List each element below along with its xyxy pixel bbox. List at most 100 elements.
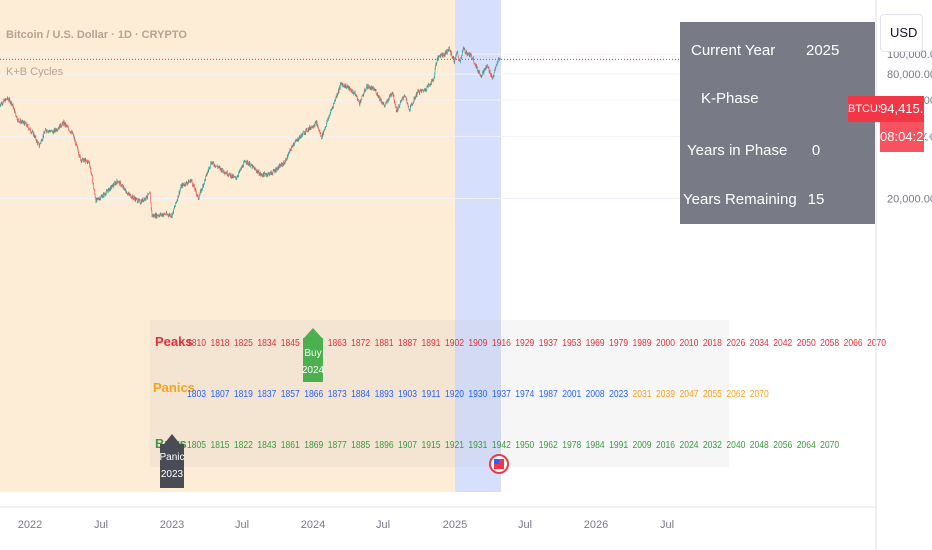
years-remaining-value: 15 <box>807 191 825 208</box>
cycle-table-background <box>150 320 729 467</box>
k-phase-background <box>0 0 455 492</box>
panic-year: 1819 <box>234 388 253 400</box>
panic-year: 1807 <box>210 388 229 400</box>
years-in-phase-label: Years in Phase <box>687 142 788 159</box>
buy-marker-label: Buy <box>304 348 321 359</box>
panic-year: 2047 <box>679 388 698 400</box>
peak-year: 1834 <box>257 337 276 349</box>
panic-year: 1837 <box>257 388 276 400</box>
us-flag-icon-canton <box>494 459 499 464</box>
peak-year: 1881 <box>375 337 394 349</box>
x-tick-label: Jul <box>376 519 390 531</box>
years-remaining-row: Years Remaining 15 <box>680 185 875 215</box>
x-tick-label: 2023 <box>160 519 184 531</box>
x-tick-label: 2026 <box>584 519 608 531</box>
bar-countdown-label: 08:04:24 <box>880 122 931 152</box>
last-price-value: 94,415.19 <box>880 101 932 116</box>
panic-year: 1866 <box>304 388 323 400</box>
y-tick-label: 80,000.00 <box>887 69 932 81</box>
panic-year: 1893 <box>375 388 394 400</box>
buy-year: 2024 <box>679 439 698 451</box>
peak-year: 1937 <box>539 337 558 349</box>
buy-year: 2009 <box>633 439 652 451</box>
panic-year: 2055 <box>703 388 722 400</box>
peak-year: 2050 <box>797 337 816 349</box>
panic-year: 2031 <box>633 388 652 400</box>
peak-year: 2018 <box>703 337 722 349</box>
current-year-value: 2025 <box>806 42 840 59</box>
buy-marker-box <box>303 338 323 382</box>
last-price-label: 94,415.19 <box>880 96 932 122</box>
peak-year: 1825 <box>234 337 253 349</box>
panic-year: 2023 <box>609 388 628 400</box>
panics-label: Panics <box>153 380 195 395</box>
panic-year: 2008 <box>586 388 605 400</box>
x-tick-label: 2024 <box>301 519 325 531</box>
panic-marker-box <box>160 444 184 488</box>
symbol-price-tag: BTCUSD <box>848 96 893 122</box>
panic-year: 1873 <box>328 388 347 400</box>
buy-marker-arrow <box>304 328 322 338</box>
peak-year: 1810 <box>187 337 206 349</box>
buy-year: 2040 <box>726 439 745 451</box>
buy-year: 1915 <box>422 439 441 451</box>
panic-year: 2039 <box>656 388 675 400</box>
current-year-highlight <box>455 0 501 492</box>
peak-year: 1891 <box>422 337 441 349</box>
panic-year: 1974 <box>515 388 534 400</box>
panic-year: 2070 <box>750 388 769 400</box>
peak-year: 1845 <box>281 337 300 349</box>
bar-countdown-value: 08:04:24 <box>880 129 931 144</box>
buy-year: 1921 <box>445 439 464 451</box>
peak-year: 1872 <box>351 337 370 349</box>
peak-year: 2042 <box>773 337 792 349</box>
peak-year: 1887 <box>398 337 417 349</box>
buy-year: 2064 <box>797 439 816 451</box>
buy-year: 1907 <box>398 439 417 451</box>
panic-year: 1857 <box>281 388 300 400</box>
panic-year: 1987 <box>539 388 558 400</box>
symbol-title[interactable]: Bitcoin / U.S. Dollar · 1D · CRYPTO <box>6 29 187 41</box>
peak-year: 2026 <box>726 337 745 349</box>
peak-year: 2070 <box>867 337 886 349</box>
x-tick-label: Jul <box>235 519 249 531</box>
years-remaining-label: Years Remaining <box>683 191 797 208</box>
buy-year: 2048 <box>750 439 769 451</box>
buy-year: 1950 <box>515 439 534 451</box>
x-tick-label: Jul <box>660 519 674 531</box>
buy-year: 1815 <box>210 439 229 451</box>
indicator-name[interactable]: K+B Cycles <box>6 66 64 78</box>
panic-year: 2001 <box>562 388 581 400</box>
panic-marker-label: 2023 <box>161 469 184 480</box>
peak-year: 1989 <box>633 337 652 349</box>
buy-year: 1805 <box>187 439 206 451</box>
x-tick-label: 2025 <box>443 519 467 531</box>
peak-year: 1979 <box>609 337 628 349</box>
candlestick-series <box>0 46 501 219</box>
buy-year: 1877 <box>328 439 347 451</box>
buy-year: 1962 <box>539 439 558 451</box>
panic-year: 1911 <box>422 388 441 400</box>
buy-year: 1931 <box>468 439 487 451</box>
x-tick-label: Jul <box>518 519 532 531</box>
buy-year: 1896 <box>375 439 394 451</box>
peak-year: 2000 <box>656 337 675 349</box>
peak-year: 1929 <box>515 337 534 349</box>
peak-year: 2058 <box>820 337 839 349</box>
panic-marker-arrow <box>164 434 180 444</box>
x-tick-label: Jul <box>94 519 108 531</box>
peak-year: 1818 <box>210 337 229 349</box>
buy-year: 1869 <box>304 439 323 451</box>
buy-year: 2032 <box>703 439 722 451</box>
buy-year: 2016 <box>656 439 675 451</box>
y-tick-label: 20,000.00 <box>887 194 932 206</box>
peak-year: 2034 <box>750 337 769 349</box>
buy-year: 1978 <box>562 439 581 451</box>
x-tick-label: 2022 <box>18 519 42 531</box>
buy-year: 1843 <box>257 439 276 451</box>
buy-year: 2056 <box>773 439 792 451</box>
currency-button[interactable]: USD <box>880 14 923 52</box>
buy-year: 1885 <box>351 439 370 451</box>
panic-marker-label: Panic <box>159 452 184 463</box>
